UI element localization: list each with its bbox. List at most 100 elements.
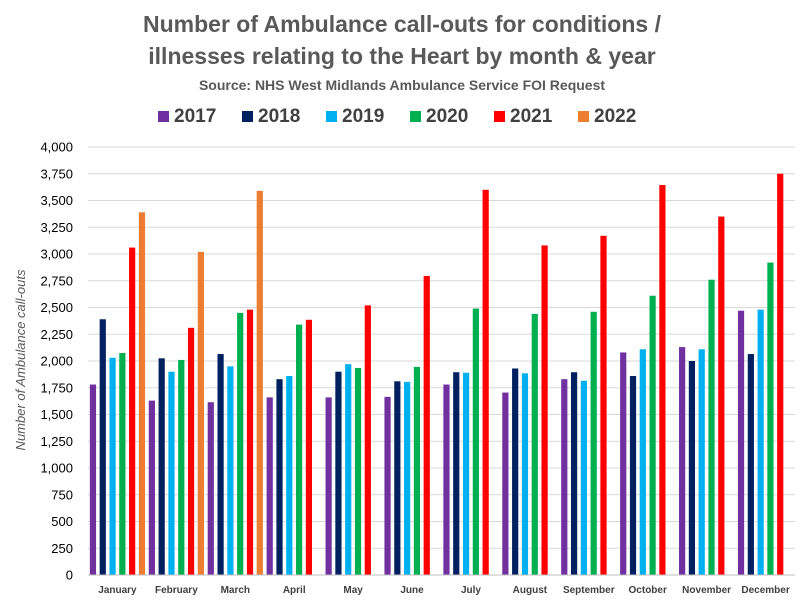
y-tick-label: 0 <box>66 568 73 583</box>
legend-swatch-2019 <box>326 111 337 122</box>
bar-2017-february <box>148 400 155 575</box>
chart-title-line-1: Number of Ambulance call-outs for condit… <box>143 11 662 37</box>
x-tick-label: April <box>283 585 306 596</box>
bar-2018-september <box>570 372 578 575</box>
bar-2017-may <box>325 397 332 575</box>
y-axis-ticks: 0 250 500 750 1,000 1,250 1,500 1,750 2,000 2,250… <box>40 140 73 583</box>
chart-title-line-2: illnesses relating to the Heart by month… <box>148 43 655 69</box>
bar-2021-june <box>423 275 430 575</box>
bar-2021-september <box>600 235 607 575</box>
bar-2020-march <box>237 312 244 575</box>
bar-2019-june <box>404 381 411 575</box>
y-tick-label: 2,250 <box>40 327 73 342</box>
y-tick-label: 1,750 <box>40 380 73 395</box>
y-tick-label: 4,000 <box>40 140 73 155</box>
x-tick-label: September <box>563 585 615 596</box>
bar-2021-january <box>129 247 136 575</box>
bar-2019-april <box>286 375 293 575</box>
bar-2017-june <box>384 396 391 575</box>
y-tick-label: 750 <box>51 487 73 502</box>
bar-2018-march <box>217 354 224 575</box>
bar-2020-july <box>472 308 479 575</box>
x-tick-label: February <box>155 585 198 596</box>
bar-2017-october <box>620 352 627 575</box>
bar-2022-march <box>256 190 263 575</box>
bar-2020-december <box>767 262 774 575</box>
x-tick-label: May <box>343 585 363 596</box>
legend-label-2020: 2020 <box>426 106 468 127</box>
bar-2019-august <box>521 373 529 575</box>
x-tick-label: July <box>461 585 481 596</box>
x-tick-label: October <box>629 585 667 596</box>
bar-2021-february <box>187 327 195 575</box>
chart-subtitle: Source: NHS West Midlands Ambulance Serv… <box>199 77 605 93</box>
bar-2018-august <box>512 368 519 575</box>
y-tick-label: 3,250 <box>40 220 73 235</box>
legend-swatch-2022 <box>578 111 589 122</box>
bar-2019-may <box>345 364 352 575</box>
y-axis-label: Number of Ambulance call-outs <box>13 269 28 450</box>
legend-swatch-2020 <box>410 111 421 122</box>
y-tick-label: 3,000 <box>40 247 73 262</box>
bar-2018-december <box>747 354 754 575</box>
bar-2018-january <box>99 319 106 575</box>
legend-label-2022: 2022 <box>594 106 636 127</box>
bars <box>89 173 784 576</box>
bar-2019-march <box>227 366 234 575</box>
bar-2018-april <box>276 379 283 575</box>
legend-label-2019: 2019 <box>342 106 384 127</box>
bar-2017-november <box>679 347 686 575</box>
bar-2017-january <box>89 384 97 575</box>
bar-2017-march <box>207 402 214 575</box>
y-tick-label: 3,750 <box>40 166 73 181</box>
x-tick-label: January <box>98 585 137 596</box>
bar-2019-february <box>168 371 175 575</box>
legend-label-2018: 2018 <box>258 106 300 127</box>
bar-2021-march <box>246 309 254 575</box>
bar-2018-may <box>335 371 342 575</box>
bar-2018-july <box>453 372 460 575</box>
bar-2018-june <box>394 381 401 575</box>
x-tick-label: August <box>513 585 548 596</box>
legend-label-2017: 2017 <box>174 106 216 127</box>
bar-2022-january <box>138 212 146 575</box>
legend: 2017 2018 2019 2020 2021 2022 <box>158 106 636 127</box>
bar-2019-december <box>757 309 764 575</box>
x-tick-label: June <box>400 585 424 596</box>
bar-2021-december <box>777 173 784 575</box>
bar-2021-april <box>305 319 313 575</box>
bar-2021-november <box>718 216 725 576</box>
bar-2019-july <box>462 372 470 575</box>
bar-2021-july <box>482 189 489 576</box>
bar-2017-december <box>737 310 745 575</box>
bar-2017-august <box>502 392 509 575</box>
bar-2021-may <box>364 305 371 575</box>
x-tick-label: March <box>221 585 250 596</box>
bar-2020-february <box>178 359 185 575</box>
x-tick-label: November <box>682 585 731 596</box>
bar-2021-october <box>659 184 666 576</box>
y-tick-label: 3,500 <box>40 193 73 208</box>
legend-swatch-2018 <box>242 111 253 122</box>
y-tick-label: 2,500 <box>40 300 73 315</box>
y-tick-label: 2,000 <box>40 354 73 369</box>
bar-2017-april <box>266 397 273 575</box>
bar-2018-november <box>688 361 696 575</box>
bar-2020-april <box>296 324 303 575</box>
y-tick-label: 1,250 <box>40 434 73 449</box>
x-axis-ticks: January February March April May June July Augu… <box>98 585 790 596</box>
bar-2020-september <box>590 311 597 575</box>
y-tick-label: 2,750 <box>40 273 73 288</box>
legend-swatch-2017 <box>158 111 169 122</box>
bar-2019-january <box>109 357 116 575</box>
bar-2017-september <box>561 379 568 575</box>
bar-2019-october <box>639 349 646 575</box>
bar-2020-may <box>354 367 362 575</box>
bar-2020-november <box>708 279 715 575</box>
bar-2019-november <box>698 349 705 575</box>
bar-2021-august <box>541 245 548 575</box>
bar-2019-september <box>580 380 587 575</box>
y-tick-label: 1,000 <box>40 461 73 476</box>
